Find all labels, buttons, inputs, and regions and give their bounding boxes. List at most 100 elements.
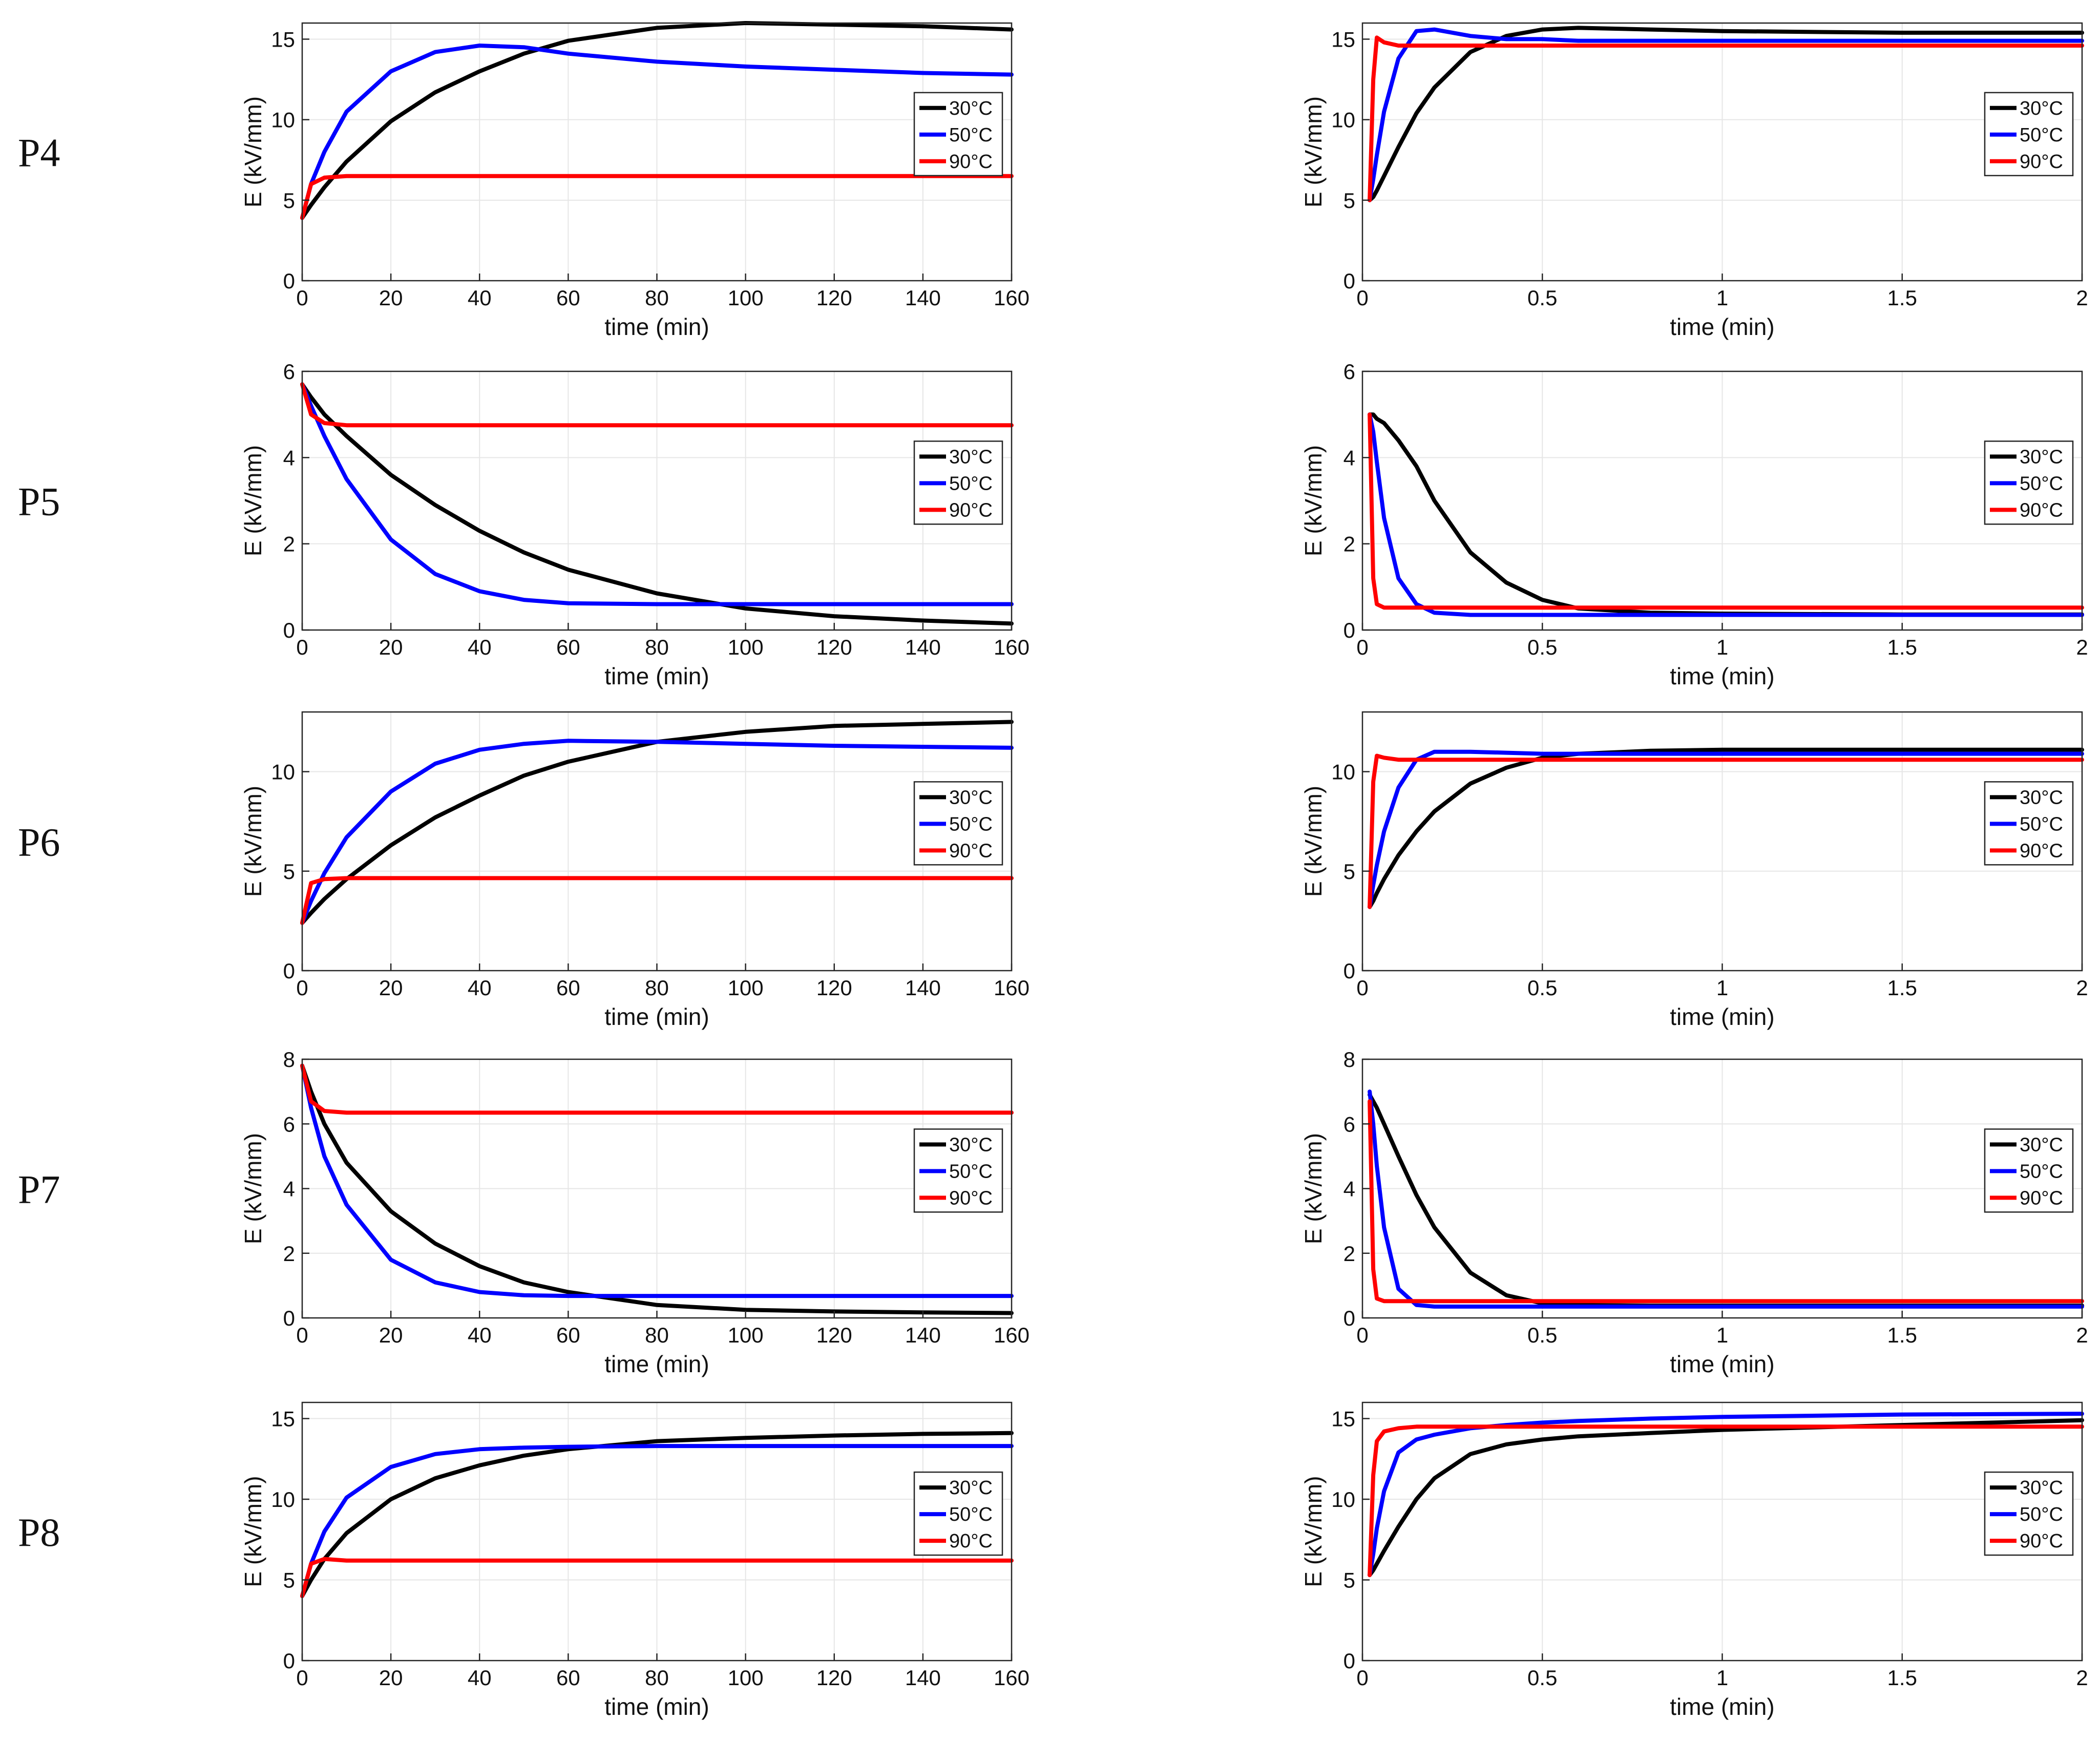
legend-label-90°C: 90°C	[949, 840, 993, 862]
x-tick-label: 0	[1356, 635, 1368, 659]
y-axis-label: E (kV/mm)	[1300, 96, 1327, 207]
series-line-30°C	[1368, 1418, 2084, 1578]
x-tick-label: 40	[468, 1666, 492, 1690]
x-axis-label: time (min)	[1670, 1003, 1774, 1030]
series-line-30°C	[300, 720, 1014, 925]
x-tick-label: 20	[379, 1666, 403, 1690]
chart-P5-short: 0 0.5 1 1.5 2 0 2 4 6 time (min) E (kV/mm) 30°C 50°C…	[1300, 360, 2088, 689]
series-line-90°C	[300, 1557, 1014, 1598]
x-tick-label: 2	[2076, 1666, 2088, 1690]
chart-P8-long: 0 20 40 60 80 100 120 140 160 0 5 10 15 time (min) E (…	[240, 1401, 1030, 1720]
x-tick-label: 80	[645, 976, 669, 1000]
y-axis-label: E (kV/mm)	[240, 96, 266, 207]
x-axis-label: time (min)	[1670, 663, 1774, 689]
y-tick-label: 0	[1343, 1306, 1355, 1330]
legend-label-90°C: 90°C	[949, 151, 993, 173]
x-tick-label: 0	[296, 286, 308, 310]
legend-label-50°C: 50°C	[2020, 1161, 2063, 1182]
series-line-90°C	[300, 382, 1014, 428]
x-tick-label: 0	[296, 1666, 308, 1690]
y-axis-label: E (kV/mm)	[1300, 786, 1327, 897]
x-tick-label: 20	[379, 635, 403, 659]
legend-label-90°C: 90°C	[949, 499, 993, 521]
chart-P7-long: 0 20 40 60 80 100 120 140 160 0 2 4 6 8 time (min) E (k…	[240, 1047, 1030, 1377]
y-tick-label: 5	[283, 1568, 295, 1592]
series-line-90°C	[300, 174, 1014, 220]
legend-label-90°C: 90°C	[2020, 499, 2063, 521]
x-tick-label: 40	[468, 1323, 492, 1347]
series-line-90°C	[300, 1063, 1014, 1115]
x-tick-label: 1	[1716, 1323, 1728, 1347]
series-line-90°C	[1368, 35, 2084, 202]
y-axis-label: E (kV/mm)	[240, 1133, 266, 1244]
legend-label-50°C: 50°C	[949, 813, 993, 835]
y-tick-label: 15	[1331, 1407, 1355, 1431]
x-tick-label: 60	[556, 635, 580, 659]
legend: 30°C 50°C 90°C	[913, 1128, 1003, 1213]
x-tick-label: 0.5	[1527, 1666, 1557, 1690]
y-tick-label: 4	[1343, 446, 1355, 470]
legend-label-50°C: 50°C	[949, 1504, 993, 1525]
x-tick-label: 1	[1716, 635, 1728, 659]
row-label-P7: P7	[18, 1167, 60, 1212]
legend: 30°C 50°C 90°C	[1984, 92, 2074, 177]
y-tick-label: 10	[271, 108, 295, 132]
x-axis-label: time (min)	[604, 313, 709, 340]
y-tick-label: 4	[283, 446, 295, 470]
x-tick-label: 80	[645, 1323, 669, 1347]
x-axis-label: time (min)	[604, 663, 709, 689]
y-tick-label: 0	[1343, 1649, 1355, 1673]
series-line-90°C	[1368, 1099, 2084, 1304]
series-line-50°C	[300, 739, 1014, 925]
legend-label-90°C: 90°C	[949, 1530, 993, 1552]
x-tick-label: 120	[816, 286, 852, 310]
series-line-30°C	[300, 1431, 1014, 1598]
series-line-50°C	[1368, 27, 2084, 202]
legend: 30°C 50°C 90°C	[1984, 1128, 2074, 1213]
legend-label-50°C: 50°C	[2020, 473, 2063, 494]
x-tick-label: 80	[645, 1666, 669, 1690]
series-line-90°C	[1368, 753, 2084, 909]
y-axis-label: E (kV/mm)	[1300, 1476, 1327, 1587]
x-axis-label: time (min)	[604, 1693, 709, 1720]
y-tick-label: 10	[1331, 1487, 1355, 1512]
y-axis-label: E (kV/mm)	[1300, 1133, 1327, 1244]
x-axis-label: time (min)	[1670, 1351, 1774, 1377]
x-tick-label: 1	[1716, 976, 1728, 1000]
chart-P8-short: 0 0.5 1 1.5 2 0 5 10 15 time (min) E (kV/mm) 30°C 50…	[1300, 1401, 2088, 1720]
series-line-30°C	[300, 21, 1014, 220]
x-tick-label: 40	[468, 286, 492, 310]
y-tick-label: 10	[271, 1487, 295, 1512]
y-axis-label: E (kV/mm)	[1300, 445, 1327, 556]
chart-P7-short: 0 0.5 1 1.5 2 0 2 4 6 8 time (min) E (kV/mm) 30°C 50°…	[1300, 1047, 2088, 1377]
x-tick-label: 60	[556, 1323, 580, 1347]
x-tick-label: 120	[816, 976, 852, 1000]
y-tick-label: 6	[1343, 360, 1355, 384]
series-line-90°C	[1368, 1424, 2084, 1578]
series-line-50°C	[300, 1063, 1014, 1298]
x-tick-label: 60	[556, 1666, 580, 1690]
legend-label-50°C: 50°C	[2020, 1504, 2063, 1525]
series-line-90°C	[1368, 412, 2084, 610]
y-tick-label: 6	[283, 1112, 295, 1136]
x-tick-label: 20	[379, 976, 403, 1000]
y-tick-label: 0	[283, 1649, 295, 1673]
series-line-30°C	[300, 382, 1014, 626]
x-tick-label: 140	[905, 1666, 941, 1690]
x-tick-label: 100	[728, 635, 764, 659]
y-tick-label: 5	[283, 188, 295, 213]
row-label-P8: P8	[18, 1510, 60, 1555]
row-label-P5: P5	[18, 479, 60, 524]
legend-label-30°C: 30°C	[2020, 446, 2063, 468]
legend-label-30°C: 30°C	[2020, 1477, 2063, 1499]
legend: 30°C 50°C 90°C	[913, 1471, 1003, 1556]
y-tick-label: 10	[271, 760, 295, 784]
y-tick-label: 10	[1331, 108, 1355, 132]
y-tick-label: 0	[1343, 959, 1355, 983]
x-tick-label: 160	[994, 1323, 1030, 1347]
x-tick-label: 120	[816, 1323, 852, 1347]
y-tick-label: 2	[283, 1242, 295, 1266]
series-line-50°C	[1368, 1089, 2084, 1309]
x-tick-label: 140	[905, 286, 941, 310]
